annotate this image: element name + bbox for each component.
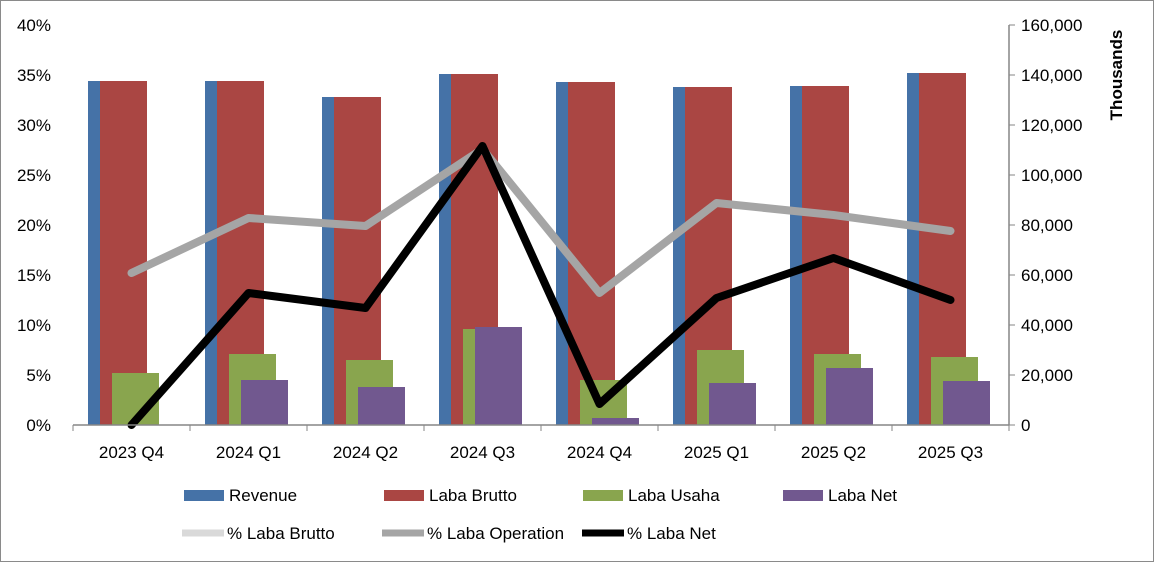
legend-swatch bbox=[583, 490, 623, 501]
left-tick-label: 30% bbox=[17, 116, 51, 135]
right-tick-label: 140,000 bbox=[1021, 66, 1082, 85]
bar-laba-net bbox=[241, 380, 288, 425]
right-tick-label: 20,000 bbox=[1021, 366, 1073, 385]
left-tick-label: 10% bbox=[17, 316, 51, 335]
bar-laba-net bbox=[358, 387, 405, 425]
left-tick-label: 40% bbox=[17, 16, 51, 35]
legend-label: Laba Brutto bbox=[429, 486, 517, 505]
bar-laba-brutto bbox=[568, 82, 615, 425]
legend-label: % Laba Brutto bbox=[227, 524, 335, 543]
left-tick-label: 35% bbox=[17, 66, 51, 85]
right-tick-label: 120,000 bbox=[1021, 116, 1082, 135]
left-tick-label: 20% bbox=[17, 216, 51, 235]
left-tick-label: 15% bbox=[17, 266, 51, 285]
line-laba-operation bbox=[127, 145, 955, 297]
bar-laba-net bbox=[826, 368, 873, 425]
category-label: 2025 Q3 bbox=[918, 443, 983, 462]
category-label: 2024 Q4 bbox=[567, 443, 632, 462]
category-label: 2025 Q2 bbox=[801, 443, 866, 462]
category-label: 2024 Q1 bbox=[216, 443, 281, 462]
bar-laba-net bbox=[592, 418, 639, 425]
right-tick-label: 80,000 bbox=[1021, 216, 1073, 235]
left-tick-label: 0% bbox=[26, 416, 51, 435]
legend-label: % Laba Net bbox=[627, 524, 716, 543]
right-tick-label: 60,000 bbox=[1021, 266, 1073, 285]
bar-laba-net bbox=[709, 383, 756, 425]
right-tick-label: 40,000 bbox=[1021, 316, 1073, 335]
legend-label: Laba Usaha bbox=[628, 486, 720, 505]
bar-laba-brutto bbox=[100, 81, 147, 425]
category-label: 2024 Q3 bbox=[450, 443, 515, 462]
left-tick-label: 5% bbox=[26, 366, 51, 385]
right-tick-label: 100,000 bbox=[1021, 166, 1082, 185]
right-tick-label: 160,000 bbox=[1021, 16, 1082, 35]
legend-swatch bbox=[184, 490, 224, 501]
category-label: 2025 Q1 bbox=[684, 443, 749, 462]
bar-laba-net bbox=[943, 381, 990, 425]
legend-label: % Laba Operation bbox=[427, 524, 564, 543]
legend-swatch bbox=[384, 490, 424, 501]
right-tick-label: 0 bbox=[1021, 416, 1030, 435]
line-laba-net bbox=[127, 142, 955, 429]
right-axis-title: Thousands bbox=[1107, 30, 1126, 121]
category-label: 2023 Q4 bbox=[99, 443, 164, 462]
legend-label: Revenue bbox=[229, 486, 297, 505]
legend-label: Laba Net bbox=[828, 486, 897, 505]
bar-laba-net bbox=[475, 327, 522, 425]
left-tick-label: 25% bbox=[17, 166, 51, 185]
legend-swatch bbox=[783, 490, 823, 501]
category-label: 2024 Q2 bbox=[333, 443, 398, 462]
